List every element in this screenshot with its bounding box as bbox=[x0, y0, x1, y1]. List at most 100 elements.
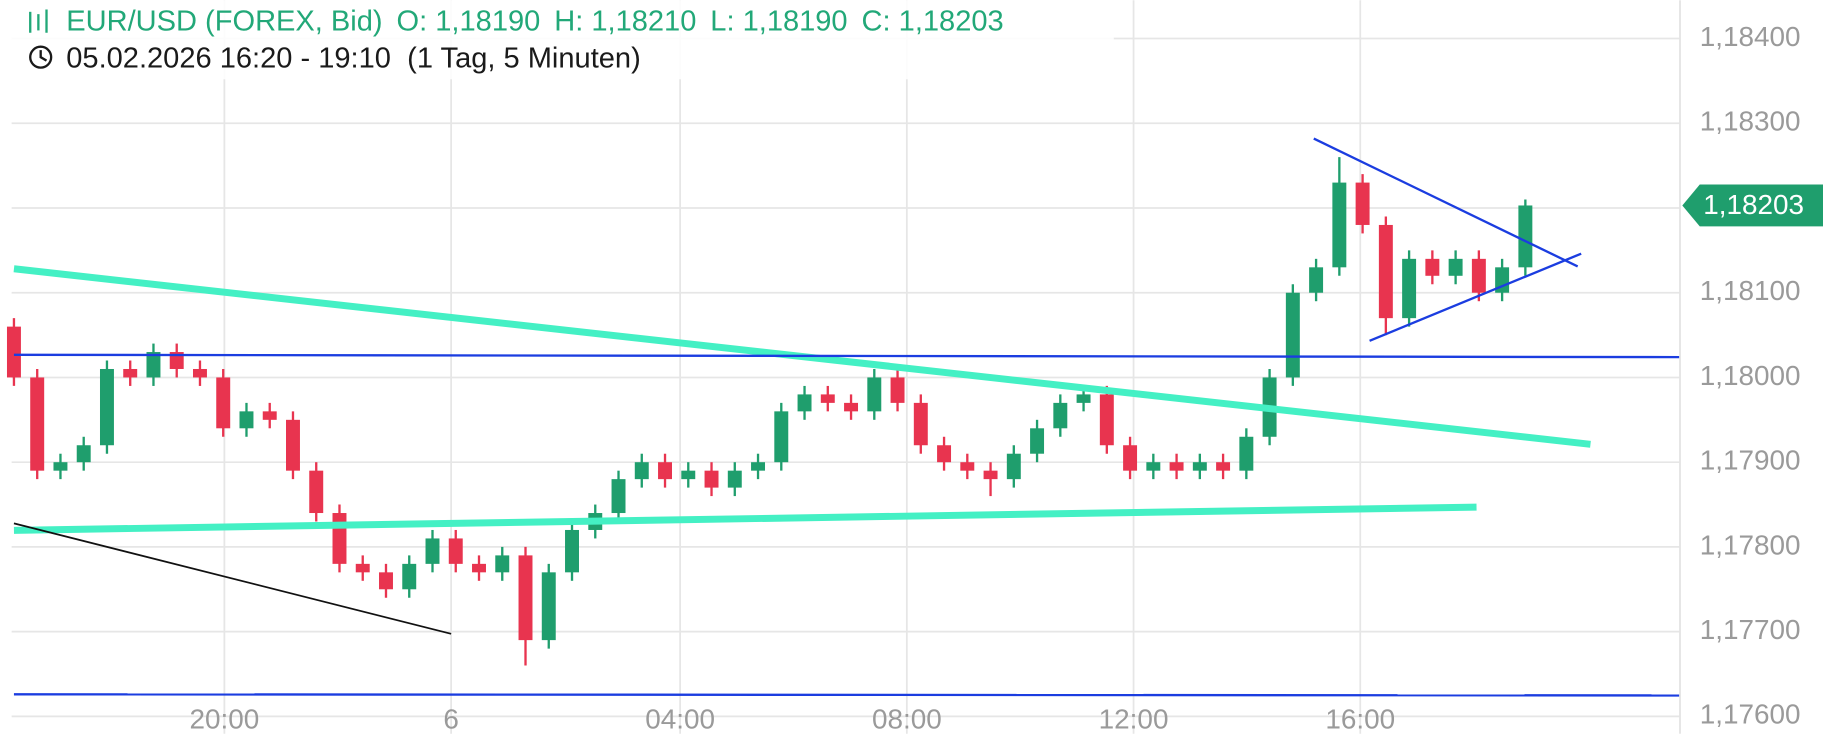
y-tick-label: 1,18300 bbox=[1700, 106, 1801, 137]
open: O: 1,18190 bbox=[397, 5, 541, 37]
candle-body bbox=[960, 462, 975, 471]
y-tick-label: 1,17700 bbox=[1700, 614, 1801, 645]
candle-body bbox=[1146, 462, 1161, 471]
candle-body bbox=[844, 402, 859, 412]
candle-body bbox=[983, 470, 998, 480]
candle-body bbox=[541, 572, 556, 641]
candle-body bbox=[890, 377, 905, 403]
drawings bbox=[13, 137, 1680, 697]
last-price-badge bbox=[1682, 184, 1823, 227]
y-tick-label: 1,17600 bbox=[1700, 699, 1801, 730]
clock-icon bbox=[29, 45, 53, 69]
x-tick-label: 16:00 bbox=[1325, 703, 1395, 734]
candle-body bbox=[123, 368, 138, 378]
candle-body bbox=[146, 352, 161, 378]
x-tick-label: 04:00 bbox=[645, 703, 715, 734]
candle-body bbox=[1332, 182, 1347, 268]
candle-body bbox=[1030, 428, 1045, 454]
x-tick-label: 6 bbox=[443, 703, 459, 734]
low: L: 1,18190 bbox=[710, 5, 847, 37]
candle-body bbox=[565, 529, 579, 573]
candle-body bbox=[1239, 436, 1254, 471]
candle-body bbox=[1192, 462, 1207, 471]
candle-body bbox=[727, 470, 742, 488]
candle-body bbox=[448, 538, 463, 564]
candle-body bbox=[1495, 267, 1510, 293]
candle-body bbox=[472, 563, 486, 573]
candle-body bbox=[355, 563, 370, 573]
candle-body bbox=[937, 445, 952, 463]
candle-icon bbox=[29, 9, 48, 33]
candle-body bbox=[309, 470, 324, 514]
candle-body bbox=[76, 445, 91, 463]
candle-body bbox=[797, 394, 812, 412]
candle-body bbox=[1378, 224, 1393, 319]
grid bbox=[11, 0, 1680, 734]
candle-body bbox=[1216, 462, 1231, 471]
level-line bbox=[13, 353, 1680, 359]
header-bg bbox=[0, 0, 1114, 80]
candle-body bbox=[1169, 462, 1184, 471]
candle-body bbox=[751, 462, 766, 471]
triangle-line bbox=[1313, 137, 1579, 268]
high: H: 1,18210 bbox=[554, 5, 696, 37]
y-tick-label: 1,17900 bbox=[1700, 445, 1801, 476]
trend-line bbox=[13, 522, 452, 635]
candle-body bbox=[169, 352, 184, 369]
candle-body bbox=[495, 555, 510, 573]
candle-body bbox=[239, 411, 254, 429]
triangle-line bbox=[1369, 252, 1582, 342]
candle-body bbox=[1402, 258, 1417, 319]
candle-body bbox=[634, 462, 649, 480]
y-tick-label: 1,18000 bbox=[1700, 360, 1801, 391]
candle-body bbox=[681, 470, 696, 480]
candle-body bbox=[262, 411, 277, 420]
candle-body bbox=[1448, 258, 1463, 276]
trend-line bbox=[13, 503, 1477, 534]
candle-body bbox=[1425, 258, 1440, 276]
candle-body bbox=[1355, 182, 1370, 225]
candle-body bbox=[1471, 258, 1486, 293]
close: C: 1,18203 bbox=[862, 5, 1004, 37]
candle-body bbox=[53, 462, 68, 471]
x-tick-label: 08:00 bbox=[872, 703, 942, 734]
axes: 1,17600 1,17700 1,17800 1,17900 1,18000 1,181… bbox=[189, 21, 1823, 734]
last-price-label: 1,18203 bbox=[1703, 189, 1804, 220]
candle-body bbox=[704, 470, 719, 488]
candle-body bbox=[611, 479, 626, 514]
candle-body bbox=[30, 377, 45, 471]
candle-body bbox=[913, 402, 928, 446]
candle-body bbox=[402, 563, 417, 590]
candle-body bbox=[1099, 394, 1114, 446]
candle-body bbox=[425, 538, 440, 564]
y-tick-label: 1,18100 bbox=[1700, 275, 1801, 306]
candle-body bbox=[286, 419, 300, 471]
candle-body bbox=[1285, 292, 1300, 378]
candle-body bbox=[774, 411, 789, 463]
candle-body bbox=[518, 555, 533, 641]
candle-body bbox=[1309, 267, 1324, 293]
candle-body bbox=[867, 377, 882, 412]
candle-body bbox=[1076, 394, 1091, 403]
header-period: 05.02.2026 16:20 - 19:10 (1 Tag, 5 Minute… bbox=[66, 42, 641, 74]
candle-body bbox=[332, 513, 347, 564]
candle-body bbox=[192, 368, 207, 378]
candle-body bbox=[99, 368, 114, 446]
y-tick-label: 1,17800 bbox=[1700, 529, 1801, 560]
candle-body bbox=[1053, 402, 1068, 429]
symbol: EUR/USD (FOREX, Bid) bbox=[66, 5, 382, 37]
candle-body bbox=[658, 462, 672, 480]
candle-body bbox=[379, 572, 393, 590]
candle-body bbox=[1518, 205, 1533, 268]
interval: (1 Tag, 5 Minuten) bbox=[407, 42, 641, 74]
candle-body bbox=[1006, 453, 1021, 480]
candle-body bbox=[1123, 445, 1138, 471]
x-tick-label: 20:00 bbox=[189, 703, 259, 734]
candle-body bbox=[216, 377, 231, 429]
y-tick-label: 1,18400 bbox=[1700, 21, 1801, 52]
header-ohlc: EUR/USD (FOREX, Bid) O: 1,18190 H: 1,18210… bbox=[66, 5, 1003, 37]
candles bbox=[6, 157, 1533, 666]
candle-body bbox=[6, 326, 21, 378]
